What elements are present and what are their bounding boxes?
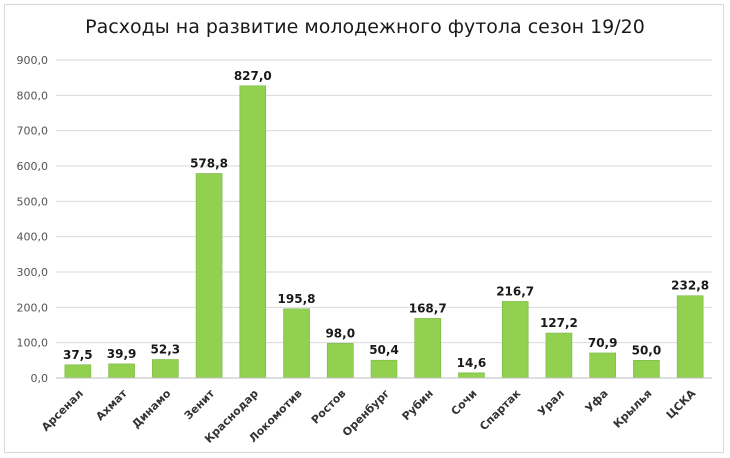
x-axis-categories: Арсенал Ахмат Динамо ЗенитКраснодарЛокомоти… [39,386,699,445]
y-tick-label: 900,0 [17,54,49,67]
x-category-label: Спартак [477,387,524,434]
data-label: 14,6 [457,356,487,370]
y-tick-label: 0,0 [31,372,49,385]
bar [589,352,616,379]
x-category-label: Оренбург [340,387,392,439]
data-label: 98,0 [325,326,355,340]
data-label: 827,0 [234,69,272,83]
bar [64,364,92,379]
data-label: 195,8 [278,292,316,306]
data-label: 216,7 [496,284,534,298]
x-category-label: Уфа [583,387,611,415]
x-category-label: Динамо [130,387,174,431]
y-tick-label: 700,0 [17,125,49,138]
bar [676,295,704,379]
data-label: 39,9 [107,347,137,361]
data-label: 50,0 [632,343,662,357]
x-category-label: ЦСКА [664,387,699,422]
bar [108,363,135,379]
x-category-label: Арсенал [39,387,86,434]
data-label: 37,5 [63,348,93,362]
data-label: 52,3 [151,343,181,357]
bar [239,85,267,379]
bar [458,372,485,379]
bar [545,332,573,379]
bar [501,301,529,379]
data-label: 50,4 [369,343,399,357]
bars [64,85,704,379]
x-category-label: Урал [535,387,567,419]
bar [195,173,223,379]
data-label: 168,7 [409,301,447,315]
x-category-label: Зенит [182,386,218,422]
y-tick-label: 300,0 [17,266,49,279]
y-tick-label: 200,0 [17,301,49,314]
data-label: 578,8 [190,156,228,170]
bar [633,360,660,379]
y-tick-label: 100,0 [17,337,49,350]
bar [152,359,179,379]
bar [326,343,354,379]
x-category-label: Сочи [449,387,480,418]
bar [370,359,398,379]
x-category-label: Ахмат [93,386,130,423]
x-category-label: Ростов [309,387,349,427]
y-axis-ticks: 0,0 100,0 200,0 300,0 400,0 500,0 600,0 700,0 80… [17,54,49,385]
x-category-label: Крылья [611,387,655,431]
y-tick-label: 600,0 [17,160,49,173]
y-tick-label: 500,0 [17,195,49,208]
x-category-label: Рубин [400,387,436,423]
y-tick-label: 400,0 [17,231,49,244]
bar [283,308,310,379]
data-label: 70,9 [588,336,618,350]
gridlines [56,59,712,344]
data-labels: 37,5 39,9 52,3 578,8 827,0 195,8 98,0 50,4 168,7… [63,69,709,370]
data-label: 232,8 [671,279,709,293]
data-label: 127,2 [540,316,578,330]
y-tick-label: 800,0 [17,89,49,102]
chart-title: Расходы на развитие молодежного футола с… [85,16,645,38]
bar [414,318,442,379]
